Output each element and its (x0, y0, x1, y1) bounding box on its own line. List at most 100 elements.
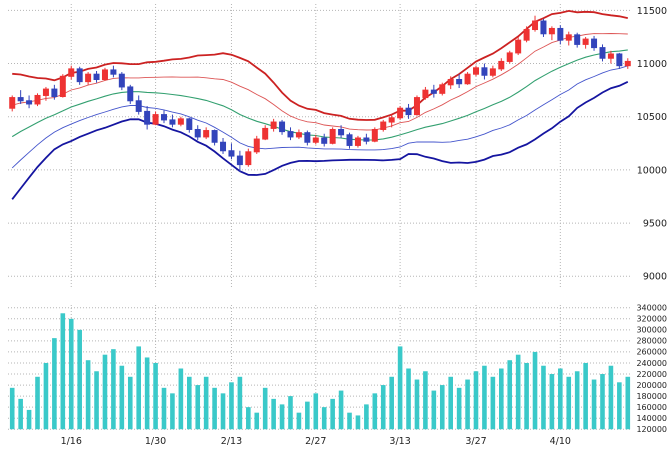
svg-text:9000: 9000 (643, 272, 667, 283)
volume-bar (625, 376, 631, 430)
volume-bar (583, 362, 588, 430)
volume-bar (439, 385, 445, 430)
volume-bar (279, 404, 285, 430)
volume-bar (389, 376, 394, 430)
candlesticks (9, 15, 631, 173)
candle-up (177, 118, 184, 125)
volume-bar (52, 338, 57, 430)
candle-down (456, 79, 463, 85)
candle-up (9, 97, 16, 109)
candle-down (93, 73, 100, 81)
candle-up (371, 128, 378, 142)
candle-down (540, 20, 547, 35)
volume-bar (254, 412, 260, 430)
volume-bar (515, 354, 521, 430)
svg-text:3/13: 3/13 (389, 436, 410, 447)
volume-bars (9, 313, 631, 430)
volume-bar (338, 390, 344, 430)
candle-up (68, 68, 75, 77)
volume-bar (43, 362, 49, 430)
svg-text:300000: 300000 (636, 326, 667, 335)
candle-up (101, 69, 108, 81)
svg-text:2/13: 2/13 (221, 436, 242, 447)
svg-text:3/27: 3/27 (465, 436, 486, 447)
volume-bar (18, 398, 23, 430)
svg-text:240000: 240000 (636, 359, 667, 368)
volume-bar (127, 376, 133, 430)
candle-down (17, 97, 24, 102)
candle-up (473, 67, 479, 75)
candle-up (295, 132, 302, 138)
svg-text:10500: 10500 (637, 112, 667, 123)
svg-text:140000: 140000 (636, 414, 667, 423)
volume-bar (364, 404, 369, 430)
volume-bar (482, 365, 487, 430)
candle-up (59, 75, 66, 98)
volume-bar (9, 387, 15, 430)
volume-bar (186, 376, 192, 430)
lower-band-1sigma (11, 65, 628, 169)
candle-up (489, 68, 496, 76)
volume-bar (347, 412, 352, 430)
volume-bar (448, 376, 454, 430)
gridlines (8, 4, 632, 430)
lower-band-2sigma (11, 80, 629, 200)
candle-down (118, 73, 125, 88)
volume-bar (35, 376, 40, 430)
volume-bar (566, 376, 572, 430)
volume-bar (288, 396, 293, 430)
candle-up (523, 29, 530, 41)
volume-bar (102, 354, 108, 430)
candle-up (262, 127, 269, 140)
candle-down (26, 100, 33, 105)
volume-bar (507, 360, 513, 430)
candle-down (110, 69, 117, 75)
candle-up (270, 121, 277, 129)
svg-text:10000: 10000 (637, 165, 667, 176)
candle-up (582, 38, 589, 45)
volume-bar (490, 376, 496, 430)
volume-bar (355, 415, 361, 430)
candle-up (85, 73, 92, 83)
volume-bar (77, 329, 82, 430)
svg-text:2/27: 2/27 (305, 436, 326, 447)
volume-bar (246, 407, 251, 430)
middle-band-sma (11, 49, 628, 141)
candle-up (34, 94, 41, 105)
axis-labels: 9000 9500 10000 10500 11000 11500 120000 140000… (61, 6, 667, 447)
candle-up (42, 88, 49, 96)
svg-text:160000: 160000 (636, 403, 667, 412)
candle-down (616, 53, 623, 67)
volume-bar (608, 365, 614, 430)
volume-bar (220, 393, 226, 430)
candle-down (135, 100, 142, 112)
candle-up (565, 34, 572, 41)
volume-bar (372, 393, 378, 430)
volume-bar (574, 371, 580, 430)
svg-text:9500: 9500 (643, 219, 667, 230)
volume-bar (237, 376, 243, 430)
bollinger-bands (11, 9, 629, 200)
candle-up (329, 128, 336, 144)
volume-bar (153, 362, 158, 430)
candle-up (203, 130, 210, 138)
volume-bar (532, 351, 538, 430)
candle-down (186, 118, 193, 130)
candle-down (220, 141, 227, 152)
volume-bar (406, 368, 411, 430)
volume-bar (136, 346, 142, 430)
volume-bar (305, 401, 310, 430)
svg-text:1/30: 1/30 (145, 436, 166, 447)
candle-up (464, 73, 471, 85)
candle-up (397, 107, 404, 119)
candle-up (532, 20, 539, 31)
candle-down (169, 119, 176, 125)
svg-text:4/10: 4/10 (550, 436, 571, 447)
candle-up (498, 60, 505, 70)
svg-text:200000: 200000 (636, 381, 667, 390)
volume-bar (600, 374, 605, 430)
candle-up (624, 60, 631, 67)
candle-down (338, 128, 345, 136)
candle-up (312, 137, 319, 143)
